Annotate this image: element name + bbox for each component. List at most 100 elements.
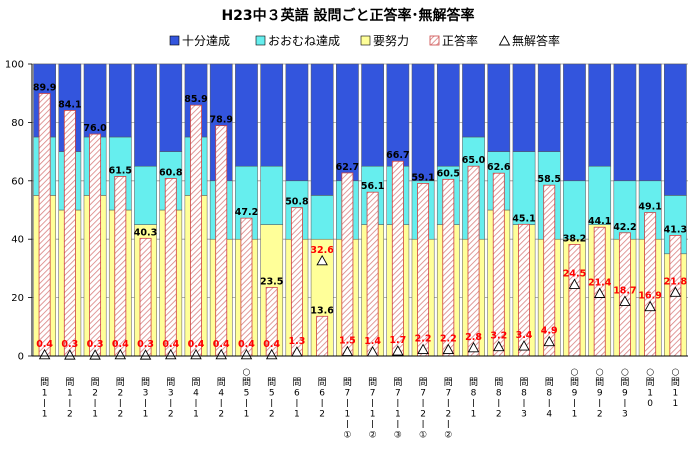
x-tick-label-char: 1 [673,399,679,409]
seitou-value-label: 23.5 [260,276,283,287]
x-tick-label-char: 1 [92,410,98,420]
bar-group: 42.2 18.7 [613,63,637,357]
bar-seitouritsu [89,133,102,357]
bar-juubun [108,63,132,138]
x-tick-label-char: 問 [393,377,402,388]
mukaitou-value-label: 0.4 [188,339,205,350]
mukaitou-value-label: 1.3 [289,336,306,347]
mukaitou-value-label: 3.4 [516,330,533,341]
legend-label: 十分達成 [182,34,230,48]
bar-group: 76.0 0.3 [83,63,107,360]
mukaitou-marker [392,345,404,356]
mukaitou-marker [265,348,278,360]
chart-title: H23中３英語 設問ごと正答率･無解答率 [221,7,474,24]
x-tick-label: 問8 4 [545,377,554,420]
bar-group: 65.0 2.8 [462,63,486,357]
bar-group: 66.7 1.7 [386,63,410,357]
x-tick-label-char: 1 [143,410,149,420]
legend-swatch [255,35,266,46]
mukaitou-value-label: 1.4 [364,336,381,347]
bar-seitouritsu [391,160,404,357]
x-tick-label-char: 問 [469,377,478,388]
mukaitou-value-label: 32.6 [310,245,334,256]
seitou-value-label: 38.2 [563,233,586,244]
seitou-value-label: 60.8 [159,167,183,178]
bar-seitouritsu [366,191,379,357]
x-tick-label-char: 1 [370,410,376,420]
x-tick-label-char: 5 [244,389,250,399]
legend-swatch [360,35,371,46]
bar-group: 78.9 0.4 [210,63,233,360]
x-tick-label-char: ③ [394,431,402,441]
mukaitou-marker [240,348,253,360]
bar-seitouritsu [38,93,51,357]
bar-juubun [159,63,183,152]
x-tick-label-char: ○ [571,368,579,378]
bar-group: 60.8 0.4 [159,63,183,360]
mukaitou-marker [442,343,455,355]
x-tick-label-char: 問 [217,377,226,388]
x-tick-label: 問7 2 ① [419,377,428,441]
y-tick-label: 20 [11,293,24,304]
x-tick-label-char: 2 [218,410,224,420]
x-tick-label-char: 9 [622,389,628,399]
x-tick-label: 問1 2 [65,377,74,420]
seitou-value-label: 78.9 [210,115,233,126]
seitou-value-label: 62.6 [487,162,511,173]
x-tick-label-char: 問 [343,377,352,388]
bar-seitouritsu [240,217,253,357]
x-tick-label-char: 1 [244,410,250,420]
bar-juubun [664,63,687,196]
x-tick-label: ○問9 2 [595,368,604,420]
x-tick-label-char: 4 [218,389,224,399]
x-tick-label-char: 1 [471,410,477,420]
x-tick-label-char: 1 [572,410,578,420]
mukaitou-marker [89,349,101,360]
seitou-value-label: 65.0 [462,155,486,166]
bar-juubun [563,63,586,182]
x-tick-label: ○問9 3 [620,368,629,420]
bar-seitouritsu [63,110,76,357]
x-tick-label-char: 9 [597,389,603,399]
legend-swatch [169,35,180,46]
mukaitou-value-label: 18.7 [613,285,636,296]
x-tick-label: 問4 2 [217,377,226,420]
x-tick-label: 問11 [40,377,49,420]
x-tick-label-char: 8 [546,389,552,399]
mukaitou-value-label: 0.4 [213,339,230,350]
x-tick-label-char: 問 [141,377,150,388]
seitou-value-label: 56.1 [361,181,384,192]
seitou-value-label: 44.1 [588,216,611,227]
seitou-value-label: 42.2 [613,222,636,233]
x-tick-label-char: 2 [168,410,174,420]
bar-group: 45.1 3.4 [512,63,536,357]
legend-label: おおむね達成 [268,34,340,48]
bar-seitouritsu [190,104,202,357]
bar-juubun [638,63,662,182]
mukaitou-marker [417,343,429,355]
bar-seitouritsu [442,178,455,357]
seitou-value-label: 50.8 [285,197,309,208]
bar-group: 23.5 0.4 [260,63,283,360]
x-tick-label: 問4 1 [191,377,200,420]
bar-juubun [588,63,612,167]
bar-seitouritsu [341,172,354,357]
x-tick-label-char: 7 [345,389,351,399]
mukaitou-value-label: 1.5 [339,336,356,347]
x-tick-label-char: 6 [319,389,325,399]
x-tick-label-char: 3 [521,410,527,420]
x-tick-label-char: 2 [420,410,426,420]
x-tick-label-char: 問 [91,377,100,388]
mukaitou-marker [568,278,581,289]
x-tick-label: 問6 2 [318,377,327,420]
x-tick-label-char: 問 [519,377,528,388]
mukaitou-marker [190,348,202,360]
x-tick-label-char: 問 [267,377,276,388]
mukaitou-marker [619,295,631,306]
seitou-value-label: 62.7 [336,162,359,173]
bar-juubun [537,63,561,152]
mukaitou-value-label: 21.4 [588,278,612,289]
x-tick-label-char: ○ [671,368,679,378]
legend-item: 十分達成 [169,34,230,48]
x-tick-label-char: 4 [546,410,552,420]
